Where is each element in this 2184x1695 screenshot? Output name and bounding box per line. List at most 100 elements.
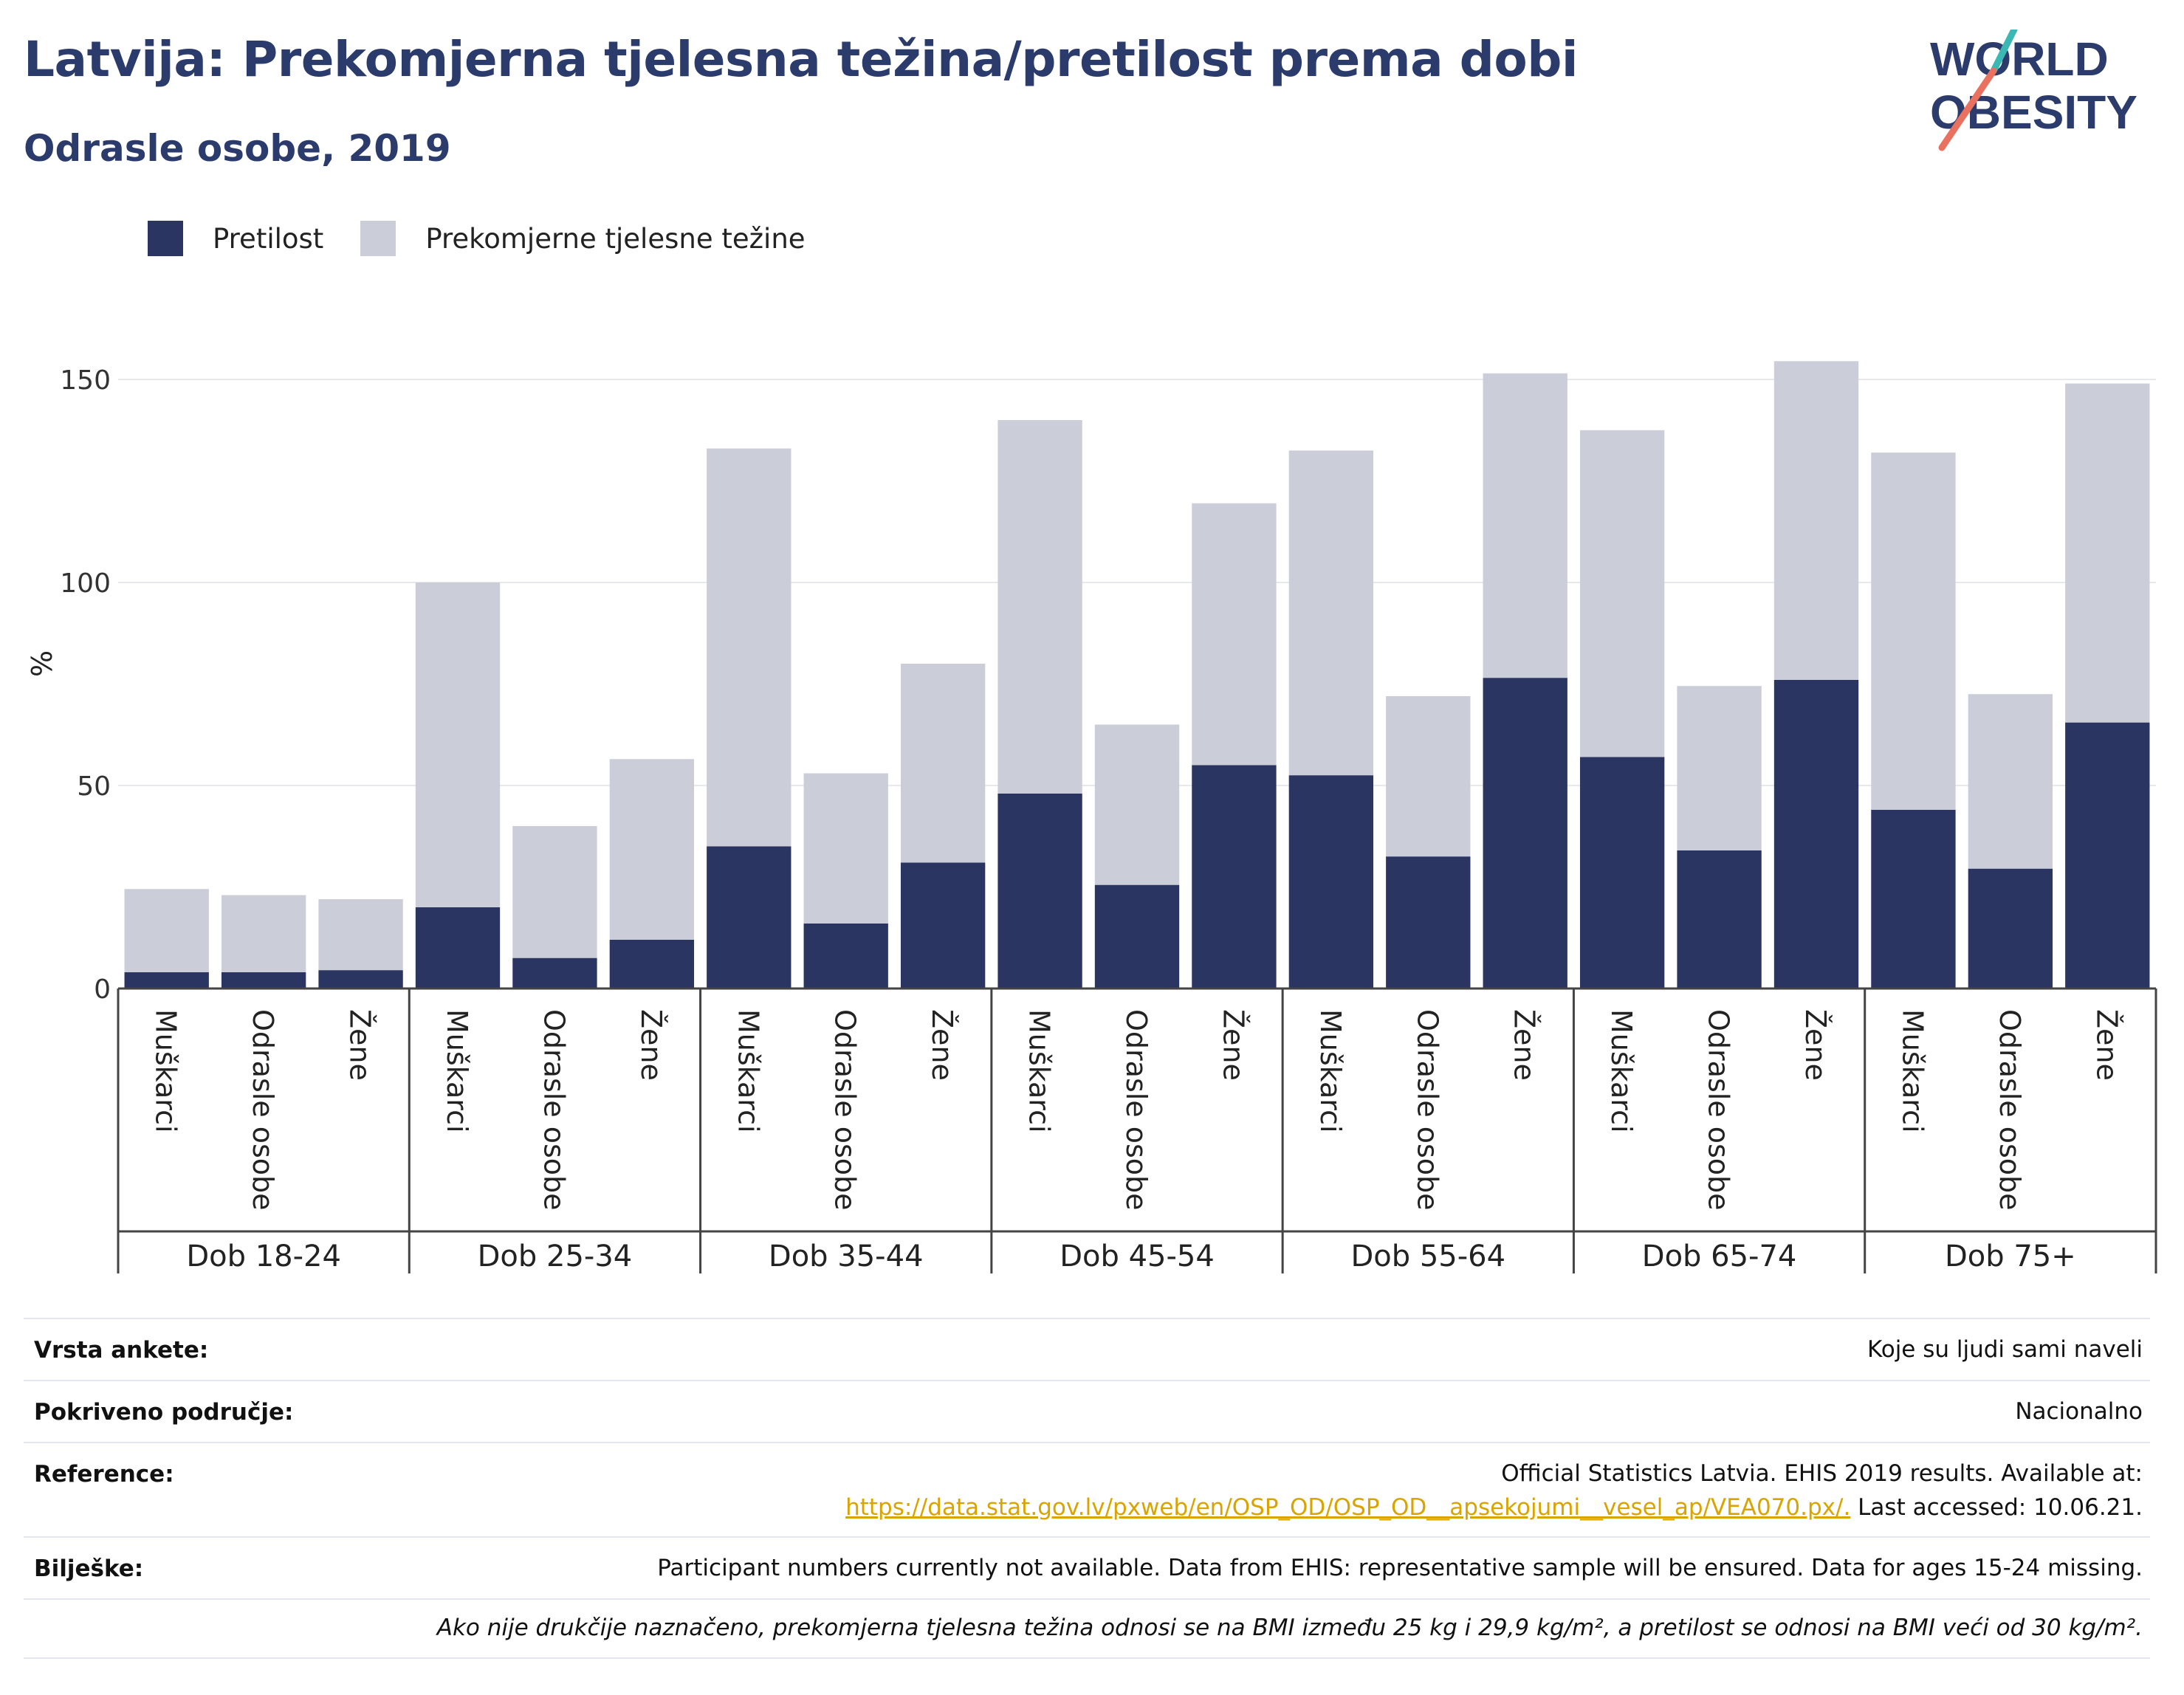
bar-overweight-1-1 <box>512 826 597 958</box>
x-sub-label-1-1: Odrasle osobe <box>538 1009 570 1211</box>
bar-overweight-5-2 <box>1773 361 1859 680</box>
bar-obesity-0-1 <box>221 972 306 989</box>
footer-label-notes: Bilješke: <box>34 1555 144 1582</box>
bar-overweight-0-0 <box>124 889 209 972</box>
bar-obesity-3-1 <box>1094 884 1180 989</box>
footer-label-reference: Reference: <box>34 1461 174 1488</box>
bar-overweight-6-0 <box>1871 453 1956 810</box>
bar-overweight-1-2 <box>609 759 695 940</box>
legend-label-overweight: Prekomjerne tjelesne težine <box>425 222 806 255</box>
bar-overweight-3-1 <box>1094 724 1180 885</box>
bar-overweight-6-1 <box>1968 694 2053 869</box>
bar-obesity-2-0 <box>707 846 791 989</box>
bar-overweight-5-0 <box>1579 430 1665 757</box>
group-label-4: Dob 55-64 <box>1350 1240 1505 1273</box>
bar-obesity-0-0 <box>124 972 209 989</box>
legend-swatch-overweight <box>360 221 396 256</box>
legend-label-obesity: Pretilost <box>213 222 324 255</box>
x-sub-label-4-1: Odrasle osobe <box>1411 1009 1443 1211</box>
bar-obesity-5-0 <box>1579 757 1665 989</box>
bar-obesity-1-0 <box>415 907 501 989</box>
x-sub-label-5-2: Žene <box>1799 1009 1832 1081</box>
bar-obesity-5-1 <box>1677 850 1762 989</box>
footer-value-coverage: Nacionalno <box>2015 1398 2143 1425</box>
bar-overweight-4-0 <box>1288 450 1374 776</box>
legend-item-overweight[interactable]: Prekomjerne tjelesne težine <box>360 221 806 256</box>
chart-legend: Pretilost Prekomjerne tjelesne težine <box>148 220 842 257</box>
bar-obesity-1-1 <box>512 957 597 989</box>
bar-overweight-1-0 <box>415 582 501 907</box>
bar-overweight-3-0 <box>997 420 1082 794</box>
x-sub-label-3-0: Muškarci <box>1023 1009 1056 1133</box>
reference-link[interactable]: https://data.stat.gov.lv/pxweb/en/OSP_OD… <box>845 1494 1851 1521</box>
x-sub-label-4-0: Muškarci <box>1314 1009 1347 1133</box>
x-sub-label-4-2: Žene <box>1508 1009 1541 1081</box>
x-sub-label-0-0: Muškarci <box>150 1009 182 1133</box>
chart-title: Latvija: Prekomjerna tjelesna težina/pre… <box>24 31 1579 88</box>
y-tick-label-150: 150 <box>60 365 111 396</box>
footer-value-reference: Official Statistics Latvia. EHIS 2019 re… <box>845 1457 2143 1524</box>
group-label-0: Dob 18-24 <box>186 1240 341 1273</box>
bar-obesity-5-2 <box>1773 680 1859 989</box>
x-sub-label-6-1: Odrasle osobe <box>1994 1009 2026 1211</box>
x-sub-label-2-2: Žene <box>926 1009 958 1081</box>
bar-obesity-6-2 <box>2065 722 2150 989</box>
stacked-bar-chart: 0 50 100 150% Muškarci Odrasle osobe Žene Muška… <box>26 361 2157 1273</box>
bar-overweight-6-2 <box>2065 383 2150 723</box>
bar-obesity-4-2 <box>1483 678 1567 989</box>
bar-obesity-2-2 <box>900 862 986 989</box>
bar-overweight-4-2 <box>1483 373 1567 678</box>
footer-row-reference: Reference: Official Statistics Latvia. E… <box>24 1442 2150 1536</box>
group-label-3: Dob 45-54 <box>1060 1240 1215 1273</box>
y-axis-label: % <box>26 650 58 677</box>
x-sub-label-5-1: Odrasle osobe <box>1703 1009 1735 1211</box>
footer-value-notes: Participant numbers currently not availa… <box>657 1555 2143 1581</box>
group-label-5: Dob 65-74 <box>1642 1240 1797 1273</box>
footer-label-survey-type: Vrsta ankete: <box>34 1337 209 1364</box>
y-tick-label-0: 0 <box>94 974 111 1005</box>
bar-obesity-2-1 <box>803 924 888 989</box>
world-obesity-logo: WORLD OBESITY <box>1930 30 2137 151</box>
bar-overweight-2-1 <box>803 773 888 924</box>
footer-row-notes: Bilješke: Participant numbers currently … <box>24 1536 2150 1598</box>
bar-overweight-2-2 <box>900 664 986 863</box>
x-sub-label-6-2: Žene <box>2090 1009 2123 1081</box>
chart-subtitle: Odrasle osobe, 2019 <box>24 127 451 170</box>
logo-slash-teal <box>1990 30 2018 75</box>
bar-overweight-5-1 <box>1677 686 1762 850</box>
bar-obesity-0-2 <box>318 970 403 989</box>
logo-word-world: WORLD <box>1930 32 2109 86</box>
x-sub-label-3-2: Žene <box>1217 1009 1249 1081</box>
group-label-1: Dob 25-34 <box>478 1240 633 1273</box>
x-sub-label-6-0: Muškarci <box>1896 1009 1929 1133</box>
footer-value-survey-type: Koje su ljudi sami naveli <box>1867 1336 2143 1363</box>
footer-definition: Ako nije drukčije naznačeno, prekomjerna… <box>24 1598 2150 1659</box>
logo-slash-coral <box>1938 67 1997 151</box>
bar-overweight-3-2 <box>1192 503 1277 766</box>
x-sub-label-2-1: Odrasle osobe <box>829 1009 862 1211</box>
chart-footer: Vrsta ankete: Koje su ljudi sami naveli … <box>24 1318 2150 1659</box>
bar-obesity-6-1 <box>1968 868 2053 989</box>
bar-overweight-0-1 <box>221 895 306 972</box>
x-sub-label-1-2: Žene <box>635 1009 667 1081</box>
bar-obesity-1-2 <box>609 940 695 989</box>
footer-row-coverage: Pokriveno područje: Nacionalno <box>24 1380 2150 1442</box>
footer-row-survey-type: Vrsta ankete: Koje su ljudi sami naveli <box>24 1318 2150 1380</box>
group-label-6: Dob 75+ <box>1945 1240 2076 1273</box>
x-sub-label-0-1: Odrasle osobe <box>247 1009 279 1211</box>
bar-obesity-4-0 <box>1288 775 1374 989</box>
legend-item-obesity[interactable]: Pretilost <box>148 221 323 256</box>
footer-label-coverage: Pokriveno područje: <box>34 1399 294 1426</box>
y-tick-label-50: 50 <box>77 771 111 802</box>
bar-obesity-6-0 <box>1871 810 1956 989</box>
bar-obesity-3-2 <box>1192 765 1277 989</box>
y-tick-label-100: 100 <box>60 568 111 599</box>
bar-overweight-4-1 <box>1386 696 1471 857</box>
x-sub-label-3-1: Odrasle osobe <box>1120 1009 1153 1211</box>
group-label-2: Dob 35-44 <box>769 1240 924 1273</box>
bar-obesity-4-1 <box>1386 856 1471 989</box>
reference-accessed: Last accessed: 10.06.21. <box>1850 1494 2143 1521</box>
bar-overweight-2-0 <box>707 448 791 847</box>
x-sub-label-1-0: Muškarci <box>441 1009 473 1133</box>
bar-obesity-3-0 <box>997 794 1082 989</box>
